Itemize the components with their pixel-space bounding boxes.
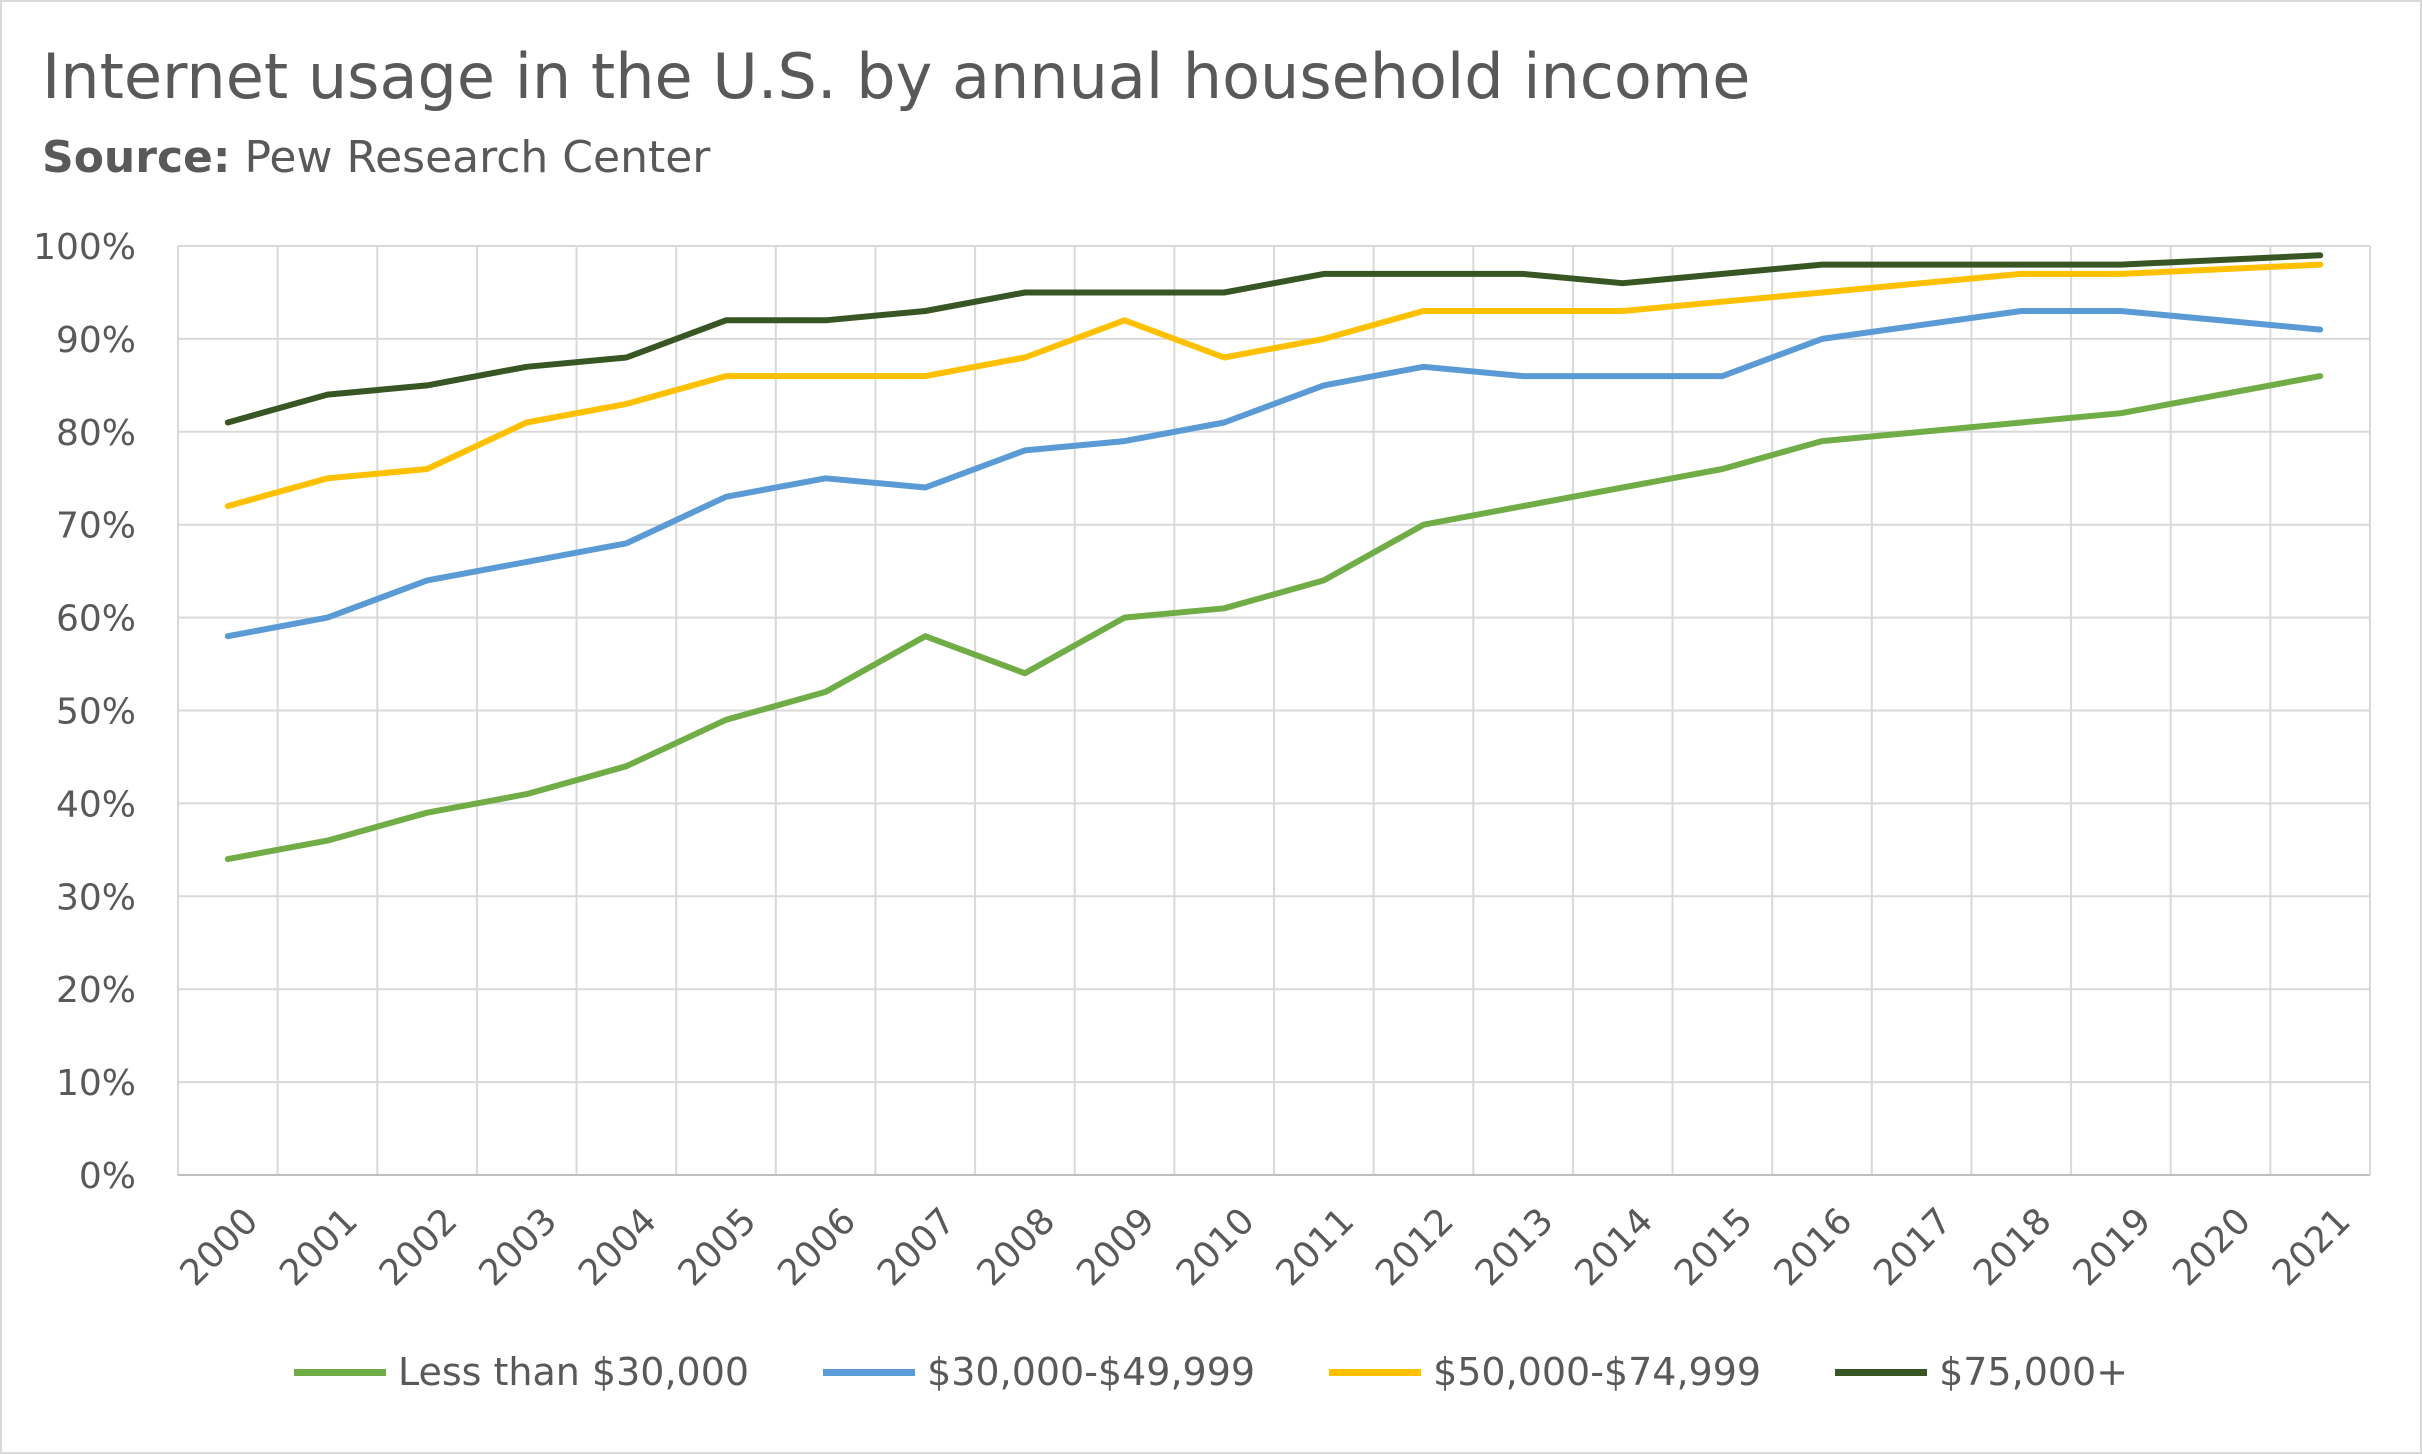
x-tick-label: 2018 [1966, 1200, 2060, 1294]
legend-item-2: $30,000-$49,999 [823, 1350, 1255, 1394]
x-tick-label: 2010 [1169, 1200, 1263, 1294]
chart-subtitle: Source: Pew Research Center [42, 132, 710, 183]
x-tick-label: 2000 [172, 1200, 266, 1294]
chart-title: Internet usage in the U.S. by annual hou… [42, 40, 1751, 113]
x-tick-label: 2008 [970, 1200, 1064, 1294]
x-tick-label: 2009 [1069, 1200, 1163, 1294]
y-tick-label: 100% [33, 227, 136, 268]
y-tick-label: 70% [56, 506, 136, 547]
series-line-3 [224, 261, 2324, 510]
legend-item-1: Less than $30,000 [293, 1350, 750, 1394]
legend-swatch [1329, 1368, 1422, 1376]
y-tick-label: 30% [56, 877, 136, 918]
x-tick-label: 2019 [2066, 1200, 2160, 1294]
x-tick-label: 2004 [571, 1200, 665, 1294]
x-tick-label: 2002 [372, 1200, 466, 1294]
y-tick-label: 0% [79, 1156, 136, 1197]
legend-item-3: $50,000-$74,999 [1329, 1350, 1761, 1394]
legend-label: $50,000-$74,999 [1433, 1350, 1762, 1394]
y-tick-label: 90% [56, 320, 136, 361]
x-tick-label: 2003 [471, 1200, 565, 1294]
legend-label: $75,000+ [1939, 1350, 2129, 1394]
legend-label: Less than $30,000 [397, 1350, 750, 1394]
x-tick-label: 2014 [1567, 1200, 1661, 1294]
y-tick-label: 20% [56, 970, 136, 1011]
y-tick-label: 80% [56, 413, 136, 454]
x-tick-label: 2013 [1468, 1200, 1562, 1294]
y-tick-label: 60% [56, 599, 136, 640]
y-tick-label: 50% [56, 692, 136, 733]
series-line-4 [224, 252, 2324, 426]
series-line-1 [224, 373, 2324, 863]
legend-label: $30,000-$49,999 [927, 1350, 1256, 1394]
x-tick-label: 2016 [1767, 1200, 1861, 1294]
chart-legend: Less than $30,000 $30,000-$49,999 $50,000-… [0, 1350, 2422, 1394]
y-tick-label: 10% [56, 1063, 136, 1104]
subtitle-value: Pew Research Center [244, 132, 711, 183]
x-tick-label: 2020 [2165, 1200, 2259, 1294]
x-tick-label: 2006 [770, 1200, 864, 1294]
legend-swatch [293, 1368, 386, 1376]
subtitle-label: Source: [42, 132, 231, 183]
x-tick-label: 2021 [2265, 1200, 2359, 1294]
legend-item-4: $75,000+ [1835, 1350, 2128, 1394]
legend-swatch [1835, 1368, 1928, 1376]
x-tick-label: 2012 [1368, 1200, 1462, 1294]
x-tick-label: 2007 [870, 1200, 964, 1294]
y-tick-label: 40% [56, 784, 136, 825]
legend-swatch [823, 1368, 916, 1376]
x-tick-label: 2001 [272, 1200, 366, 1294]
x-tick-label: 2017 [1866, 1200, 1960, 1294]
x-tick-label: 2005 [671, 1200, 765, 1294]
series-line-2 [224, 308, 2324, 640]
x-tick-label: 2015 [1667, 1200, 1761, 1294]
x-tick-label: 2011 [1268, 1200, 1362, 1294]
